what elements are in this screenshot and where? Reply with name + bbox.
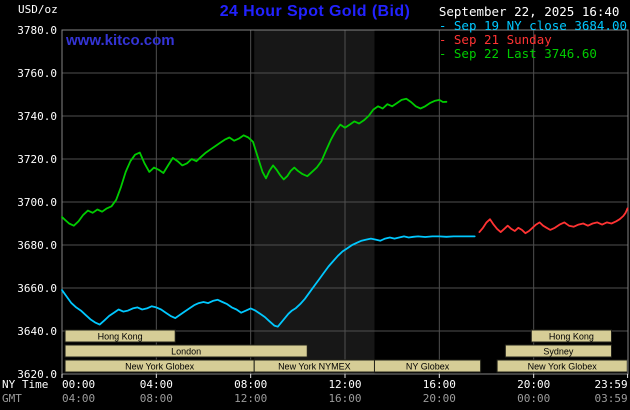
session-box (64, 329, 176, 343)
session-box (373, 359, 482, 373)
y-axis-label: 3620.0 (17, 368, 57, 381)
x-axis-label-gmt: 20:00 (423, 392, 456, 405)
datetime-label: September 22, 2025 16:40 (438, 4, 620, 19)
price-units-label: USD/oz (18, 3, 58, 16)
session-box (64, 344, 308, 358)
x-axis-label-gmt: 00:00 (517, 392, 550, 405)
legend-item: - Sep 21 Sunday (439, 33, 627, 47)
chart-legend: - Sep 19 NY close 3684.00- Sep 21 Sunday… (439, 19, 627, 61)
x-axis-label-gmt: 08:00 (140, 392, 173, 405)
legend-dash-marker: - (438, 32, 454, 47)
session-label: Hong Kong (98, 332, 143, 342)
x-axis-label-ny-time: 20:00 (517, 378, 550, 391)
y-axis-label: 3780.0 (17, 24, 57, 37)
x-axis-label-gmt: 04:00 (62, 392, 95, 405)
y-axis-label: 3640.0 (17, 325, 57, 338)
gmt-row-caption: GMT (2, 392, 22, 405)
y-axis-label: 3680.0 (17, 239, 57, 252)
legend-item: - Sep 19 NY close 3684.00 (439, 19, 627, 33)
session-box (496, 359, 628, 373)
session-label: London (171, 347, 201, 357)
legend-dash-marker: - (438, 46, 454, 61)
session-box (504, 344, 612, 358)
session-label: Hong Kong (549, 332, 594, 342)
price-line-sep19 (61, 235, 476, 328)
session-label: NY Globex (406, 362, 450, 372)
chart-info-panel: September 22, 2025 16:40 - Sep 19 NY clo… (439, 5, 627, 61)
session-label: New York Globex (125, 362, 195, 372)
x-axis-label-ny-time: 23:59 (594, 378, 627, 391)
x-axis-label-ny-time: 00:00 (62, 378, 95, 391)
x-axis-label-ny-time: 12:00 (328, 378, 361, 391)
legend-label: Sep 22 Last 3746.60 (453, 46, 597, 61)
y-axis-label: 3660.0 (17, 282, 57, 295)
price-line-sep22 (61, 97, 448, 227)
kitco-website-link[interactable]: www.kitco.com (66, 32, 175, 49)
y-axis-label: 3760.0 (17, 67, 57, 80)
session-label: New York Globex (528, 362, 598, 372)
y-axis-label: 3720.0 (17, 153, 57, 166)
session-box (530, 329, 612, 343)
chart-title: 24 Hour Spot Gold (Bid) (219, 3, 411, 20)
legend-label: Sep 21 Sunday (453, 32, 552, 47)
price-line-sep21 (478, 207, 629, 235)
legend-dash-marker: - (438, 18, 454, 33)
x-axis-label-ny-time: 04:00 (140, 378, 173, 391)
session-label: Sydney (543, 347, 574, 357)
y-axis-label: 3740.0 (17, 110, 57, 123)
legend-item: - Sep 22 Last 3746.60 (439, 47, 627, 61)
x-axis-label-ny-time: 16:00 (423, 378, 456, 391)
x-axis-label-gmt: 16:00 (328, 392, 361, 405)
x-axis-label-gmt: 12:00 (234, 392, 267, 405)
session-label: New York NYMEX (278, 362, 351, 372)
x-axis-label-ny-time: 08:00 (234, 378, 267, 391)
x-axis-label-gmt: 03:59 (594, 392, 627, 405)
y-axis-label: 3700.0 (17, 196, 57, 209)
legend-label: Sep 19 NY close 3684.00 (453, 18, 627, 33)
ny-time-row-caption: NY Time (2, 378, 48, 391)
